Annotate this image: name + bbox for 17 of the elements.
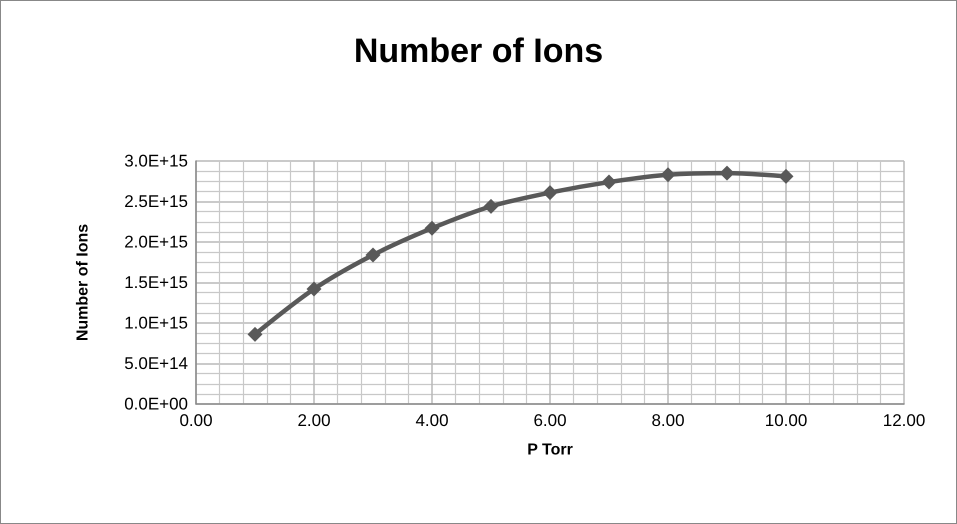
y-tick-label: 1.0E+15	[124, 314, 188, 332]
x-tick-label: 4.00	[415, 411, 449, 430]
x-tick-label: 10.00	[764, 411, 808, 430]
x-tick-label: 2.00	[297, 411, 331, 430]
x-tick-label: 12.00	[882, 411, 926, 430]
y-tick-label: 1.5E+15	[124, 273, 188, 292]
chart-title: Number of Ions	[354, 32, 604, 70]
x-axis-title: P Torr	[527, 442, 573, 458]
y-tick-label: 0.0E+00	[124, 394, 188, 414]
y-tick-label: 2.5E+15	[124, 192, 188, 211]
y-tick-label: 3.0E+15	[124, 152, 188, 170]
x-tick-label: 6.00	[533, 411, 567, 430]
y-tick-label: 2.0E+15	[124, 232, 188, 252]
x-tick-label: 8.00	[651, 411, 685, 430]
y-axis-title: Number of Ions	[74, 224, 92, 342]
x-tick-label: 0.00	[179, 411, 213, 430]
y-tick-label: 5.0E+14	[124, 354, 188, 373]
